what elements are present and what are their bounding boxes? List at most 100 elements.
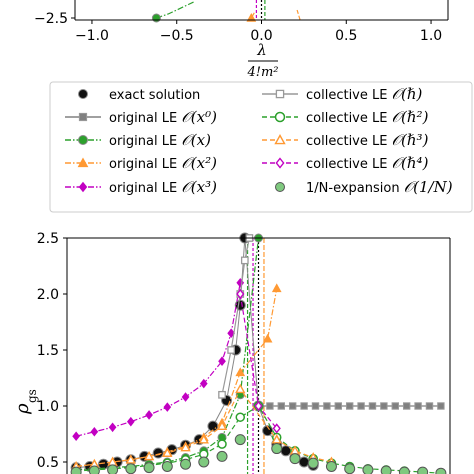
legend-label: collective LE 𝒪(ℏ³) bbox=[306, 131, 429, 149]
legend-items: exact solution original LE 𝒪(x⁰) original … bbox=[65, 85, 453, 196]
data-point bbox=[199, 378, 208, 389]
series bbox=[72, 277, 245, 442]
legend-marker-icon bbox=[274, 111, 286, 123]
bottom-y-axis-label: ρ gs bbox=[12, 389, 39, 415]
data-point bbox=[311, 402, 320, 410]
data-point bbox=[143, 462, 155, 474]
legend-math: 𝒪(ℏ) bbox=[392, 85, 423, 103]
top-x-tick-label: 0.5 bbox=[335, 28, 357, 44]
data-point bbox=[437, 402, 445, 410]
legend-label: original LE 𝒪(x²) bbox=[109, 154, 217, 172]
data-point bbox=[254, 400, 263, 412]
legend-marker-icon bbox=[78, 181, 88, 193]
data-point bbox=[272, 423, 281, 434]
bottom-plot-area bbox=[70, 232, 447, 474]
legend-marker-icon bbox=[78, 135, 88, 145]
series-line bbox=[76, 237, 260, 471]
data-point bbox=[125, 463, 137, 474]
legend-math: 𝒪(x⁰) bbox=[181, 108, 217, 126]
data-point bbox=[198, 456, 210, 468]
series-line bbox=[76, 288, 278, 468]
bottom-y-tick-label: 1.5 bbox=[37, 343, 59, 359]
legend-entry: collective LE 𝒪(ℏ³) bbox=[262, 131, 429, 149]
legend-math: 𝒪(ℏ⁴) bbox=[392, 154, 429, 172]
data-point bbox=[227, 346, 235, 354]
top-x-tick-label: 1.0 bbox=[420, 28, 442, 44]
xlabel-denominator: 4!m² bbox=[246, 65, 278, 80]
top-plot-area bbox=[151, 0, 301, 23]
data-point bbox=[240, 256, 249, 265]
legend-marker-icon bbox=[275, 182, 285, 192]
data-point bbox=[357, 402, 365, 410]
top-series-point bbox=[151, 13, 161, 23]
data-point bbox=[181, 392, 190, 402]
legend-label: collective LE 𝒪(ℏ) bbox=[306, 85, 423, 103]
legend-entry: collective LE 𝒪(ℏ²) bbox=[262, 108, 429, 126]
data-point bbox=[235, 383, 246, 394]
bottom-y-tick-label: 1.0 bbox=[37, 399, 59, 415]
bottom-y-tick-label: 0.5 bbox=[37, 455, 59, 471]
legend-math: 𝒪(x) bbox=[181, 131, 211, 149]
data-point bbox=[216, 450, 228, 462]
legend-math: 𝒪(1/N) bbox=[404, 178, 453, 196]
series bbox=[236, 288, 281, 434]
legend-label: original LE 𝒪(x) bbox=[109, 131, 211, 149]
data-point bbox=[344, 463, 356, 474]
data-point bbox=[368, 402, 377, 410]
data-point bbox=[234, 299, 246, 311]
legend-label: collective LE 𝒪(ℏ²) bbox=[306, 108, 429, 126]
data-point bbox=[334, 402, 342, 410]
top-x-axis-label: λ 4!m² bbox=[246, 41, 278, 80]
data-point bbox=[307, 457, 319, 469]
data-point bbox=[277, 402, 285, 410]
data-point bbox=[298, 456, 310, 468]
series bbox=[254, 402, 445, 410]
legend-math: 𝒪(x²) bbox=[181, 154, 217, 172]
data-point bbox=[72, 431, 80, 442]
data-point bbox=[163, 402, 172, 412]
data-point bbox=[162, 447, 173, 457]
data-point bbox=[235, 367, 246, 377]
data-point bbox=[435, 467, 447, 474]
top-series-point bbox=[246, 12, 257, 22]
legend-entry: collective LE 𝒪(ℏ) bbox=[262, 85, 423, 103]
legend-entry: original LE 𝒪(x³) bbox=[65, 178, 217, 196]
data-point bbox=[402, 402, 411, 410]
series bbox=[70, 383, 337, 471]
series bbox=[70, 434, 447, 474]
legend-marker-icon bbox=[77, 157, 89, 168]
data-point bbox=[88, 465, 100, 474]
data-point bbox=[161, 460, 173, 472]
data-point bbox=[126, 416, 135, 427]
bottom-y-ticks: 0.5 1.0 1.5 2.0 2.5 bbox=[37, 231, 67, 471]
data-point bbox=[125, 454, 137, 464]
bottom-panel: 0.5 1.0 1.5 2.0 2.5 ρ gs bbox=[12, 231, 451, 474]
data-point bbox=[271, 443, 283, 455]
top-panel: −1.0 −0.5 0.0 0.5 1.0 −2.5 λ 4!m² bbox=[34, 0, 449, 80]
top-x-tick-label: 0.0 bbox=[250, 28, 272, 44]
legend-marker-icon bbox=[78, 89, 88, 99]
data-point bbox=[266, 402, 274, 410]
legend-frame bbox=[49, 81, 473, 213]
legend-label: 1/N-expansion 𝒪(1/N) bbox=[306, 178, 453, 196]
legend-math: 𝒪(ℏ²) bbox=[392, 108, 429, 126]
top-y-ticks: −2.5 bbox=[34, 11, 75, 27]
legend-label: exact solution bbox=[109, 88, 200, 103]
top-x-ticks: −1.0 −0.5 0.0 0.5 1.0 bbox=[75, 20, 442, 44]
data-point bbox=[325, 460, 337, 472]
data-point bbox=[262, 333, 273, 343]
legend-marker-icon bbox=[275, 89, 285, 99]
data-point bbox=[143, 450, 155, 461]
legend-label: collective LE 𝒪(ℏ⁴) bbox=[306, 154, 429, 172]
legend-marker-icon bbox=[275, 157, 285, 169]
series-line bbox=[75, 282, 241, 437]
series-line bbox=[76, 388, 332, 468]
data-point bbox=[345, 402, 354, 410]
data-point bbox=[145, 410, 153, 420]
top-series-line bbox=[156, 1, 194, 19]
top-y-tick-label: −2.5 bbox=[34, 11, 68, 27]
data-point bbox=[218, 356, 226, 367]
legend-math: 𝒪(x³) bbox=[181, 178, 217, 196]
data-point bbox=[271, 434, 282, 444]
